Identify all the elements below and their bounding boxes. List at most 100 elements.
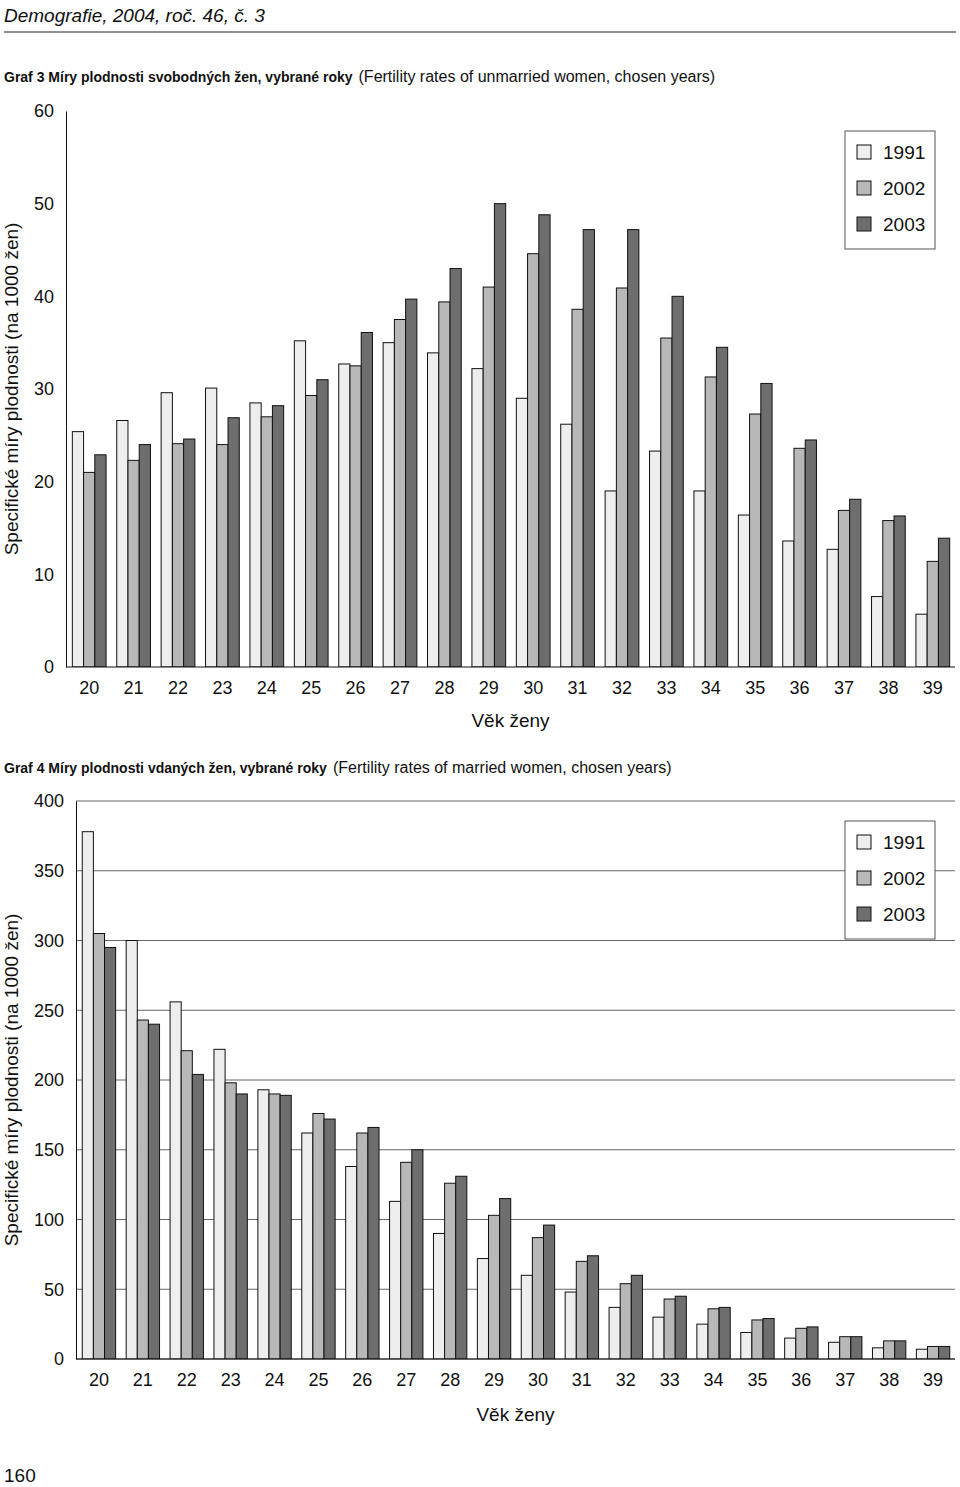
bar (697, 1324, 708, 1359)
bar (716, 347, 727, 667)
x-tick-label: 32 (612, 678, 632, 698)
bar (139, 445, 150, 667)
bar (383, 343, 394, 667)
x-tick: 24 (257, 667, 277, 698)
bar (705, 377, 716, 667)
bar (456, 1176, 467, 1359)
legend-label: 1991 (883, 832, 925, 853)
x-tick-label: 28 (440, 1370, 460, 1390)
chart-title: Graf 3 Míry plodnosti svobodných žen, vy… (4, 69, 353, 85)
grid-line (76, 801, 955, 802)
legend-swatch (857, 871, 871, 885)
legend-box (845, 131, 935, 249)
x-tick: 28 (440, 1359, 460, 1390)
bar (206, 388, 217, 667)
bar (294, 341, 305, 667)
bar (477, 1259, 488, 1359)
x-tick-label: 27 (390, 678, 410, 698)
legend-swatch (857, 145, 871, 159)
y-tick: 250 (34, 1001, 76, 1021)
x-tick-label: 25 (308, 1370, 328, 1390)
bar (317, 380, 328, 667)
grid-line (76, 940, 955, 941)
y-tick-label: 10 (34, 565, 54, 585)
legend-entry: 1991 (857, 142, 925, 163)
legend-entry: 2002 (857, 868, 925, 889)
grid-line (76, 1219, 955, 1220)
bar-series (105, 947, 950, 1359)
bar (938, 538, 949, 667)
bar (628, 230, 639, 667)
x-tick: 32 (616, 1359, 636, 1390)
chart: Graf 4 Míry plodnosti vdaných žen, vybra… (1, 759, 955, 1425)
x-axis: 2021222324252627282930313233343536373839 (66, 667, 955, 698)
bar (653, 1317, 664, 1359)
bar (576, 1261, 587, 1359)
bar (672, 296, 683, 667)
bar (394, 320, 405, 668)
x-tick-label: 38 (879, 1370, 899, 1390)
y-tick-label: 200 (34, 1070, 64, 1090)
bar-series (82, 832, 927, 1359)
x-tick-label: 29 (484, 1370, 504, 1390)
y-tick: 50 (44, 1280, 76, 1300)
bar (184, 439, 195, 667)
bar (324, 1119, 335, 1359)
bar (521, 1275, 532, 1359)
bar (306, 395, 317, 667)
bar (472, 369, 483, 667)
bar (620, 1284, 631, 1359)
bar (738, 515, 749, 667)
grid-line (76, 1289, 955, 1290)
bars (72, 204, 949, 667)
x-tick: 35 (745, 667, 765, 698)
bar (339, 364, 350, 667)
bar (741, 1332, 752, 1359)
x-tick-label: 32 (616, 1370, 636, 1390)
bar (927, 561, 938, 667)
y-tick: 0 (54, 1349, 76, 1369)
x-tick: 22 (168, 667, 188, 698)
x-tick: 29 (484, 1359, 504, 1390)
x-tick: 31 (568, 667, 588, 698)
bar (719, 1307, 730, 1359)
grid-line (76, 1359, 955, 1360)
bar (214, 1049, 225, 1359)
y-axis-title: Specifické míry plodnosti (na 1000 žen) (1, 914, 22, 1247)
legend-entry: 2002 (857, 178, 925, 199)
bar (488, 1215, 499, 1359)
y-tick-label: 50 (44, 1280, 64, 1300)
bar (794, 448, 805, 667)
x-tick: 26 (352, 1359, 372, 1390)
bar (805, 440, 816, 667)
x-tick-label: 22 (177, 1370, 197, 1390)
x-tick-label: 36 (791, 1370, 811, 1390)
x-tick-label: 24 (265, 1370, 285, 1390)
y-axis-title: Specifické míry plodnosti (na 1000 žen) (1, 223, 22, 556)
bar (250, 403, 261, 667)
chart-subtitle: (Fertility rates of unmarried women, cho… (359, 68, 716, 85)
legend-label: 2002 (883, 178, 925, 199)
bar (450, 269, 461, 667)
bar-series (93, 934, 938, 1359)
bar (95, 455, 106, 667)
x-tick-label: 20 (89, 1370, 109, 1390)
bar (532, 1238, 543, 1359)
x-tick-label: 39 (923, 678, 943, 698)
legend-entry: 1991 (857, 832, 925, 853)
y-tick: 10 (34, 565, 66, 585)
y-tick-label: 250 (34, 1001, 64, 1021)
bar (137, 1020, 148, 1359)
y-tick-label: 20 (34, 472, 54, 492)
x-tick: 27 (390, 667, 410, 698)
bar (82, 832, 93, 1359)
x-tick: 37 (835, 1359, 855, 1390)
x-axis-title: Věk ženy (476, 1404, 555, 1425)
x-tick-label: 39 (923, 1370, 943, 1390)
legend-label: 2003 (883, 904, 925, 925)
grid-line (76, 1080, 955, 1081)
y-tick: 300 (34, 931, 76, 951)
bar (631, 1275, 642, 1359)
page: Demografie, 2004, roč. 46, č. 3160Graf 3… (0, 0, 960, 1487)
y-tick: 50 (34, 194, 66, 214)
